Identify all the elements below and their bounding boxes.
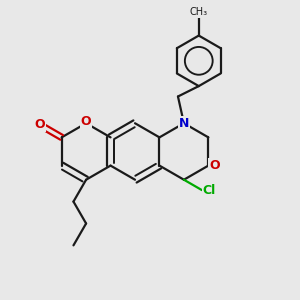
Text: N: N (179, 117, 189, 130)
Text: O: O (81, 115, 92, 128)
Text: Cl: Cl (203, 184, 216, 196)
Text: O: O (209, 159, 220, 172)
Text: O: O (34, 118, 45, 131)
Text: CH₃: CH₃ (190, 8, 208, 17)
